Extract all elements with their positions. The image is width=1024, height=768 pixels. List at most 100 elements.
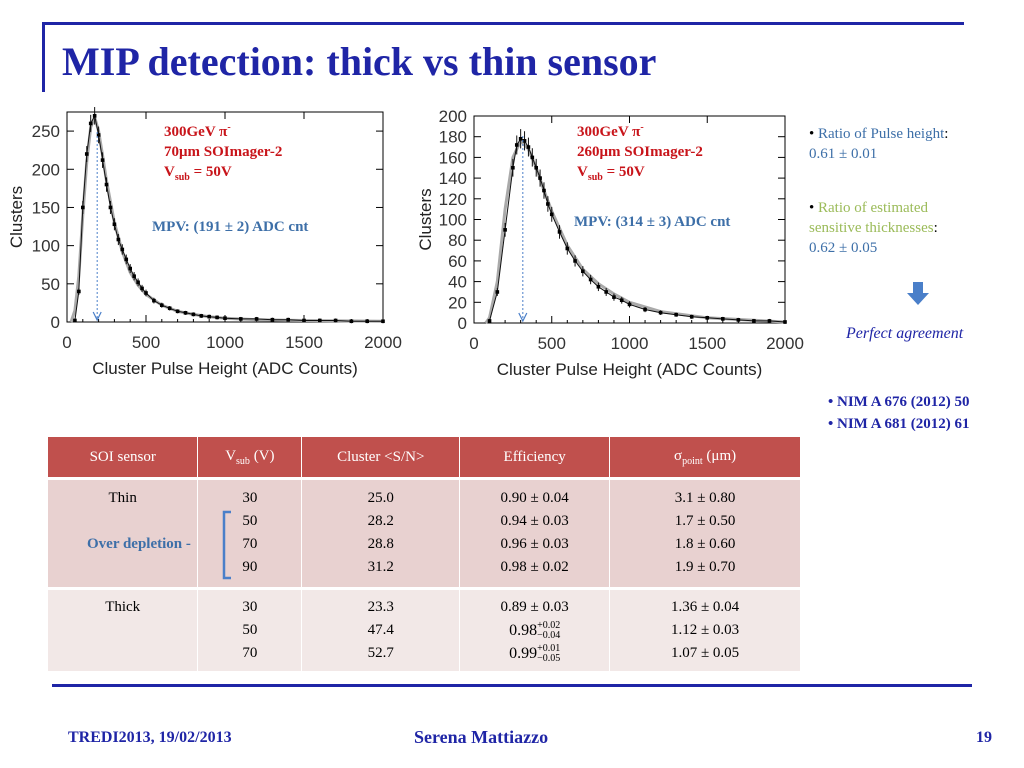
data-point xyxy=(381,319,385,324)
data-point xyxy=(73,318,77,323)
footer-author: Serena Mattiazzo xyxy=(414,727,549,747)
data-point xyxy=(658,310,663,315)
thick-efficiency: 0.89 ± 0.03 0.98 +0.02 −0.04 0.99 +0.01 −0.0… xyxy=(459,590,611,671)
x-tick-label: 1000 xyxy=(206,333,244,352)
data-point xyxy=(88,121,93,126)
y-tick-label: 0 xyxy=(51,313,60,332)
pulse-height-ratio: • Ratio of Pulse height: 0.61 ± 0.01 xyxy=(809,126,949,162)
data-point xyxy=(223,316,227,320)
x-tick-label: 500 xyxy=(132,333,160,352)
thick-vsub: 30 50 70 xyxy=(197,590,303,671)
left-rule xyxy=(42,22,45,92)
y-tick-label: 140 xyxy=(439,169,467,188)
reference-2: • NIM A 681 (2012) 61 xyxy=(828,416,970,432)
data-point xyxy=(140,286,144,291)
y-tick-label: 80 xyxy=(448,231,467,250)
table-row: Thick 30 50 70 23.3 47.4 52.7 0.89 ± 0.03 0.… xyxy=(48,590,801,671)
data-point xyxy=(736,318,741,322)
slide-title: MIP detection: thick vs thin sensor xyxy=(62,39,657,84)
data-point xyxy=(77,289,81,294)
data-point xyxy=(549,212,554,217)
data-point xyxy=(349,319,354,324)
y-tick-label: 180 xyxy=(439,128,467,147)
data-point xyxy=(183,311,188,315)
over-depletion-label: Over depletion - xyxy=(87,536,191,552)
data-point xyxy=(365,319,369,324)
data-point xyxy=(81,205,85,210)
over-depletion-brace xyxy=(222,510,231,580)
y-tick-label: 200 xyxy=(32,160,60,179)
y-tick-label: 20 xyxy=(448,293,467,312)
data-point xyxy=(643,307,647,312)
data-point xyxy=(674,312,678,317)
data-point xyxy=(144,291,148,295)
data-point xyxy=(573,259,577,263)
thick-mpv-label: MPV: (314 ± 3) ADC cnt xyxy=(574,214,731,230)
data-point xyxy=(619,298,624,303)
y-tick-label: 50 xyxy=(41,275,60,294)
data-point xyxy=(120,247,125,252)
y-axis-label: Clusters xyxy=(7,186,26,248)
table-header-row: SOI sensor Vsub (V) Cluster <S/N> Effici… xyxy=(48,437,801,477)
down-arrow-icon xyxy=(907,282,929,305)
y-tick-label: 120 xyxy=(439,190,467,209)
data-point xyxy=(612,295,616,299)
data-point xyxy=(128,266,132,271)
mpv-arrowhead xyxy=(92,311,102,322)
thin-efficiency: 0.90 ± 0.04 0.94 ± 0.03 0.96 ± 0.03 0.98 ± … xyxy=(459,480,611,587)
x-tick-label: 2000 xyxy=(766,334,804,353)
data-point xyxy=(84,152,89,156)
data-point xyxy=(767,319,772,323)
data-point xyxy=(518,136,523,141)
data-point xyxy=(546,202,550,206)
y-tick-label: 100 xyxy=(439,211,467,230)
x-axis-label: Cluster Pulse Height (ADC Counts) xyxy=(497,360,762,379)
thick-sensor-chart: 0 500 1000 1500 2000020406080100120140160180… xyxy=(416,107,804,379)
data-point xyxy=(538,176,542,180)
data-point xyxy=(152,298,156,303)
data-point xyxy=(136,280,140,285)
data-point xyxy=(207,314,211,319)
data-point xyxy=(286,317,290,322)
header-vsub: Vsub (V) xyxy=(197,437,303,477)
data-point xyxy=(254,317,259,321)
data-point xyxy=(487,319,492,323)
data-point xyxy=(565,246,570,251)
data-point xyxy=(522,139,527,143)
data-point xyxy=(604,290,608,294)
thin-sigma: 3.1 ± 0.80 1.7 ± 0.50 1.8 ± 0.60 1.9 ± 0.70 xyxy=(609,480,801,587)
y-tick-label: 100 xyxy=(32,237,60,256)
thickness-ratio: • Ratio of estimated sensitive thickness… xyxy=(809,200,938,256)
thick-sigma: 1.36 ± 0.04 1.12 ± 0.03 1.07 ± 0.05 xyxy=(609,590,801,671)
header-cluster: Cluster <S/N> xyxy=(301,437,461,477)
data-point xyxy=(526,145,531,149)
data-point xyxy=(705,316,710,320)
data-point xyxy=(100,158,105,162)
data-point xyxy=(530,155,535,160)
data-point xyxy=(542,188,546,193)
y-tick-label: 160 xyxy=(439,148,467,167)
mpv-arrowhead xyxy=(518,312,528,323)
data-point xyxy=(689,314,694,319)
data-point xyxy=(199,314,204,318)
x-tick-label: 0 xyxy=(62,333,71,352)
y-tick-label: 40 xyxy=(448,273,467,292)
thick-cluster: 23.3 47.4 52.7 xyxy=(301,590,461,671)
top-rule xyxy=(42,22,964,25)
x-tick-label: 500 xyxy=(538,334,566,353)
data-point xyxy=(318,318,322,323)
thin-label: Thin xyxy=(48,480,199,587)
data-point xyxy=(132,274,136,278)
data-point xyxy=(116,237,121,242)
data-point xyxy=(511,165,515,170)
data-point xyxy=(160,303,164,307)
y-tick-label: 150 xyxy=(32,198,60,217)
footer-conference: TREDI2013, 19/02/2013 xyxy=(68,729,232,746)
data-point xyxy=(108,205,113,210)
data-point xyxy=(503,228,507,232)
x-tick-label: 1000 xyxy=(611,334,649,353)
data-point xyxy=(302,318,306,323)
x-tick-label: 0 xyxy=(469,334,478,353)
thin-cluster: 25.0 28.2 28.8 31.2 xyxy=(301,480,461,587)
data-point xyxy=(721,317,725,321)
